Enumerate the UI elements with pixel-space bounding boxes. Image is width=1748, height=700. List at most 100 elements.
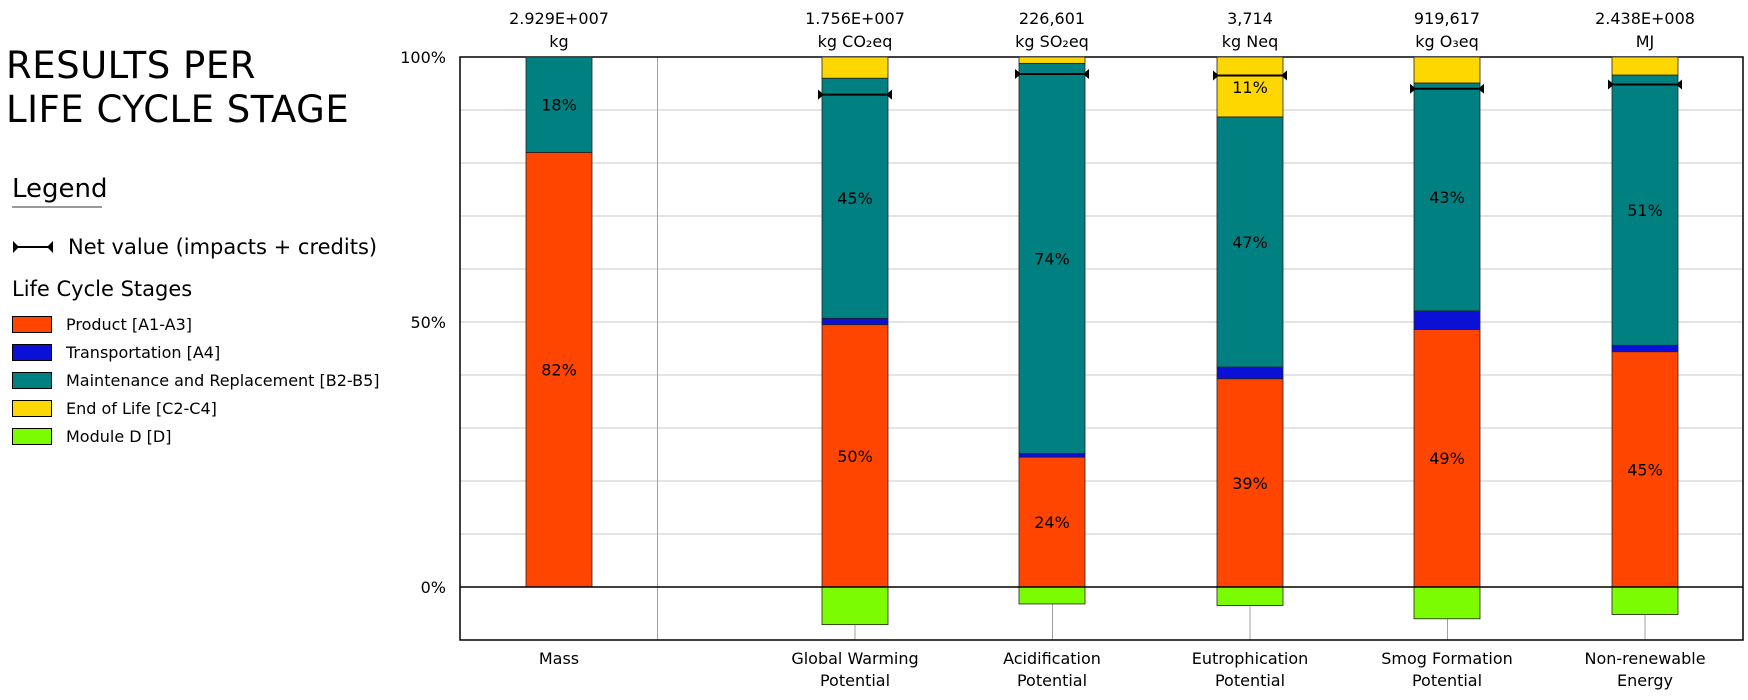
bar-segment: [1413, 586, 1481, 620]
bar-segment: [1018, 456, 1086, 588]
x-category-label: Potential: [1215, 671, 1285, 690]
category-unit: kg O₃eq: [1415, 32, 1479, 51]
x-category-label: Energy: [1617, 671, 1673, 690]
bar-segment: [1413, 310, 1481, 330]
legend-swatch-end-of-life: [12, 399, 52, 417]
net-value-arrow-right: [886, 89, 892, 100]
legend-label-module-d: Module D [D]: [66, 426, 172, 446]
legend-swatch-transportation: [12, 343, 52, 361]
legend-label-transportation: Transportation [A4]: [66, 342, 221, 362]
title-line-2: LIFE CYCLE STAGE: [6, 88, 350, 131]
legend-list: Product [A1-A3] Transportation [A4] Main…: [12, 310, 380, 450]
bar-segment: [1018, 56, 1086, 64]
data-label: 18%: [541, 96, 577, 115]
legend-item-transportation: Transportation [A4]: [12, 338, 380, 366]
net-value-arrow-left: [1410, 83, 1416, 94]
x-category-label: Potential: [820, 671, 890, 690]
bar-segment: [1216, 586, 1284, 606]
bar-segment: [1216, 116, 1284, 368]
net-value-arrow-right: [1281, 70, 1287, 81]
category-unit: kg SO₂eq: [1015, 32, 1089, 51]
net-value-arrow-right: [1083, 68, 1089, 79]
bar-segment: [1413, 82, 1481, 312]
legend-swatch-product: [12, 315, 52, 333]
legend-label-maintenance: Maintenance and Replacement [B2-B5]: [66, 370, 380, 390]
bar-segment: [821, 317, 889, 326]
data-label: 49%: [1429, 449, 1465, 468]
title-line-1: RESULTS PER: [6, 44, 256, 87]
bar-segment: [525, 151, 593, 588]
life-cycle-stages-heading: Life Cycle Stages: [12, 277, 193, 301]
legend-label-end-of-life: End of Life [C2-C4]: [66, 398, 217, 418]
y-tick-label: 50%: [410, 313, 446, 332]
data-label: 45%: [837, 189, 873, 208]
legend-swatch-module-d: [12, 427, 52, 445]
x-category-label: Potential: [1412, 671, 1482, 690]
legend-swatch-maintenance: [12, 371, 52, 389]
category-unit: kg: [549, 32, 568, 51]
bar-segment: [1216, 366, 1284, 380]
category-total: 2.438E+008: [1595, 9, 1695, 28]
data-label: 82%: [541, 361, 577, 380]
legend-net-value: Net value (impacts + credits): [12, 234, 377, 260]
category-total: 2.929E+007: [509, 9, 609, 28]
category-unit: kg CO₂eq: [818, 32, 893, 51]
data-label: 39%: [1232, 474, 1268, 493]
net-value-arrow-left: [1213, 70, 1219, 81]
legend-label-product: Product [A1-A3]: [66, 314, 192, 334]
category-total: 3,714: [1227, 9, 1273, 28]
x-category-label: Smog Formation: [1381, 649, 1513, 668]
bar-segment: [821, 56, 889, 79]
legend-heading-underline: [12, 206, 102, 208]
net-value-arrow-left: [1015, 68, 1021, 79]
bar-segment: [1018, 586, 1086, 605]
bar-segment: [1216, 378, 1284, 588]
plot-border: [459, 56, 1744, 641]
bar-segment: [1216, 56, 1284, 118]
legend-item-module-d: Module D [D]: [12, 422, 380, 450]
bar-segment: [1611, 74, 1679, 346]
legend-item-maintenance: Maintenance and Replacement [B2-B5]: [12, 366, 380, 394]
legend-item-product: Product [A1-A3]: [12, 310, 380, 338]
x-category-label: Potential: [1017, 671, 1087, 690]
data-label: 43%: [1429, 188, 1465, 207]
net-value-arrow-left: [1608, 79, 1614, 90]
bar-segment: [1413, 56, 1481, 84]
bar-segment: [1611, 351, 1679, 588]
x-category-label: Global Warming: [791, 649, 918, 668]
data-label: 24%: [1034, 513, 1070, 532]
x-category-label: Acidification: [1003, 649, 1101, 668]
data-label: 74%: [1034, 249, 1070, 268]
data-label: 47%: [1232, 233, 1268, 252]
bar-segment: [1018, 62, 1086, 454]
net-value-arrow-left: [818, 89, 824, 100]
data-label: 11%: [1232, 78, 1268, 97]
page-title: RESULTS PER LIFE CYCLE STAGE: [6, 44, 349, 132]
x-category-label: Mass: [539, 649, 579, 668]
category-unit: MJ: [1636, 32, 1655, 51]
net-value-arrow-right: [1478, 83, 1484, 94]
bar-segment: [525, 56, 593, 153]
bar-segment: [1611, 344, 1679, 353]
legend-heading: Legend: [12, 174, 108, 204]
bar-segment: [1611, 56, 1679, 76]
y-tick-label: 0%: [421, 578, 446, 597]
category-total: 919,617: [1414, 9, 1480, 28]
category-unit: kg Neq: [1222, 32, 1278, 51]
category-total: 226,601: [1019, 9, 1085, 28]
data-label: 51%: [1627, 201, 1663, 220]
data-label: 45%: [1627, 460, 1663, 479]
net-value-label: Net value (impacts + credits): [68, 235, 378, 259]
x-category-label: Non-renewable: [1584, 649, 1705, 668]
net-value-arrow-right: [1676, 79, 1682, 90]
y-tick-label: 100%: [400, 48, 446, 67]
category-total: 1.756E+007: [805, 9, 905, 28]
net-value-marker-icon: [13, 241, 53, 253]
bar-segment: [821, 586, 889, 626]
bar-segment: [1611, 586, 1679, 615]
x-category-label: Eutrophication: [1192, 649, 1309, 668]
bar-segment: [1018, 453, 1086, 458]
legend-item-end-of-life: End of Life [C2-C4]: [12, 394, 380, 422]
data-label: 50%: [837, 447, 873, 466]
